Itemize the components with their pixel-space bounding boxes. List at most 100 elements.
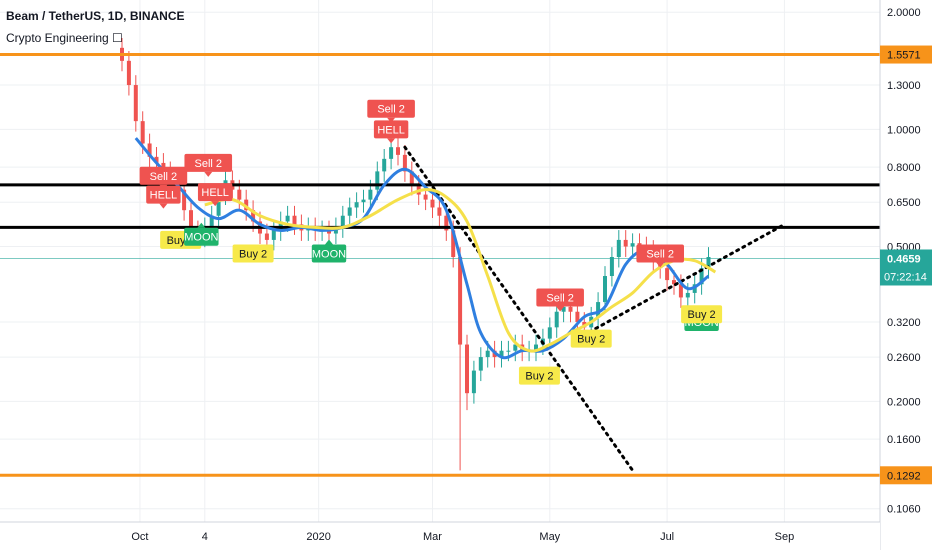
level-tag-text: 1.5571 — [887, 50, 921, 62]
y-tick-label: 0.6500 — [887, 197, 921, 209]
candle-body — [382, 158, 387, 172]
candle-body — [575, 311, 580, 322]
signal-pointer — [197, 222, 206, 228]
candle-body — [126, 60, 131, 86]
signal-pointer — [387, 117, 396, 123]
candle-body — [609, 257, 614, 277]
signal-text: HELL — [150, 190, 178, 202]
y-tick-label: 0.2600 — [887, 352, 921, 364]
symbol-title: Beam / TetherUS, 1D, BINANCE — [6, 9, 185, 23]
candle-body — [596, 302, 601, 317]
time-axis-bg — [0, 522, 880, 550]
signal-sell: Sell 2 — [367, 99, 415, 123]
grid — [0, 0, 880, 522]
blue-ma-line — [134, 137, 710, 360]
candle-body — [506, 350, 511, 352]
signal-sell: HELL — [146, 185, 181, 209]
candle-body — [251, 210, 256, 222]
candle-body — [423, 194, 428, 200]
last-price-text: 0.4659 — [887, 253, 921, 265]
candle-body — [706, 257, 711, 269]
candle-body — [478, 357, 483, 371]
candle-body — [182, 189, 187, 211]
candle-body — [292, 215, 297, 225]
candle-body — [347, 207, 352, 216]
level-tag — [880, 466, 932, 485]
signal-box — [367, 99, 415, 118]
candle-body — [672, 280, 676, 285]
candle-body — [437, 207, 442, 216]
signal-box — [146, 185, 181, 204]
y-tick-label: 0.1060 — [887, 504, 921, 516]
signal-box — [311, 244, 347, 263]
signal-pointer — [556, 306, 565, 312]
signal-sell: Sell 2 — [636, 244, 684, 268]
signal-moon: MOON — [311, 239, 347, 263]
x-tick-label: Jul — [660, 531, 674, 543]
signal-text: Sell 2 — [646, 248, 674, 260]
candle-body — [402, 154, 407, 172]
signal-box — [570, 329, 612, 348]
candle-body — [340, 215, 345, 228]
candle-body — [444, 215, 449, 231]
candle-body — [554, 311, 559, 328]
candle-body — [285, 215, 290, 222]
candle-body — [237, 189, 242, 200]
signal-text: Buy 2 — [688, 309, 716, 321]
signal-labels: Sell 2 HELL Sell 2 HELL Buy 2 MOON Buy 2 MOON Se… — [139, 99, 723, 385]
candle-body — [216, 194, 221, 216]
candle-body — [264, 233, 269, 240]
candle-body — [623, 239, 628, 247]
x-tick-label: 2020 — [306, 531, 330, 543]
candle-body — [327, 230, 331, 234]
signal-box — [681, 305, 723, 324]
signal-box — [518, 366, 560, 385]
candle-body — [389, 147, 394, 159]
yellow-ma-line — [204, 188, 717, 353]
signal-pointer — [656, 262, 665, 268]
candle-body — [678, 284, 683, 298]
candle-body — [154, 156, 159, 163]
candle-body — [471, 370, 476, 394]
signal-buy: Buy 2 — [518, 366, 560, 385]
candle-body — [699, 268, 704, 285]
signal-box — [232, 244, 274, 263]
signal-sell: HELL — [373, 120, 409, 144]
signal-text: Sell 2 — [150, 171, 178, 183]
candle-body — [368, 189, 373, 200]
signal-text: Sell 2 — [377, 104, 405, 116]
countdown-text: 07:22:14 — [884, 271, 927, 283]
candle-body — [133, 85, 138, 122]
signal-buy: Buy 2 — [232, 244, 274, 263]
candle-body — [375, 171, 380, 190]
signal-pointer — [204, 171, 213, 177]
y-tick-label: 2.0000 — [887, 7, 921, 19]
candle-body — [534, 344, 538, 351]
signal-text: HELL — [377, 124, 405, 136]
signal-box — [184, 227, 219, 246]
level-tag — [880, 45, 932, 64]
signal-pointer — [325, 239, 333, 245]
candle-body — [147, 143, 152, 157]
signal-text: Buy 2 — [525, 371, 553, 383]
signal-buy: Buy 2 — [570, 329, 612, 348]
candle-body — [396, 147, 400, 155]
signal-text: HELL — [201, 187, 229, 199]
signal-box — [139, 166, 188, 185]
x-tick-label: Mar — [423, 531, 442, 543]
candle-body — [409, 171, 414, 185]
signal-text: Buy 2 — [239, 248, 267, 260]
signal-text: Sell 2 — [546, 292, 574, 304]
indicator-lines — [134, 137, 717, 360]
signal-text: MOON — [312, 248, 346, 260]
candle-body — [630, 243, 635, 247]
signal-box — [536, 288, 584, 307]
candle-body — [465, 344, 469, 394]
indicator-name[interactable]: Crypto Engineering ☐ — [6, 31, 123, 45]
x-tick-label: Sep — [775, 531, 795, 543]
x-tick-label: Oct — [131, 531, 148, 543]
signal-pointer — [211, 201, 220, 207]
candle-body — [430, 199, 435, 208]
